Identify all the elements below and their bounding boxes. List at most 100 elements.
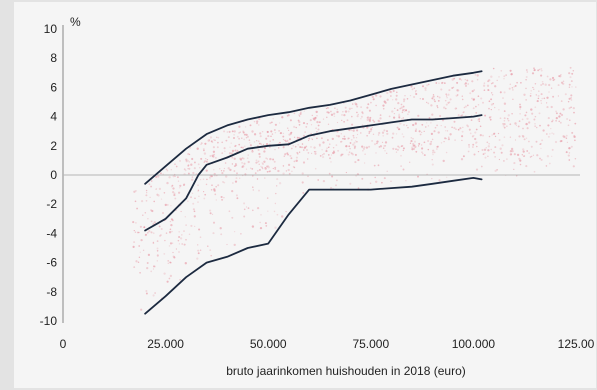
scatter-point	[159, 234, 162, 237]
scatter-point	[472, 143, 475, 146]
scatter-point	[233, 243, 236, 247]
scatter-point	[298, 136, 301, 140]
scatter-point	[572, 106, 575, 110]
scatter-point	[302, 134, 306, 138]
scatter-point	[503, 91, 506, 94]
scatter-point	[371, 95, 374, 99]
scatter-point	[494, 85, 497, 88]
scatter-point	[516, 153, 520, 157]
y-axis-label: %	[70, 15, 81, 29]
scatter-point	[445, 130, 447, 132]
scatter-point	[431, 163, 434, 166]
scatter-point	[222, 181, 224, 183]
scatter-point	[302, 122, 306, 125]
x-tick-label: 25.000	[147, 337, 184, 351]
scatter-point	[239, 158, 243, 161]
scatter-point	[150, 180, 153, 182]
scatter-point	[266, 165, 269, 168]
scatter-point	[396, 91, 398, 94]
scatter-point	[491, 81, 494, 84]
scatter-point	[389, 90, 393, 94]
scatter-point	[553, 78, 556, 81]
scatter-point	[418, 142, 421, 145]
scatter-point	[446, 130, 449, 132]
scatter-point	[444, 126, 447, 128]
scatter-point	[316, 115, 318, 117]
scatter-point	[368, 145, 371, 148]
scatter-point	[253, 133, 257, 136]
scatter-point	[506, 125, 508, 127]
scatter-point	[525, 76, 528, 78]
scatter-point	[557, 84, 560, 87]
scatter-point	[364, 153, 366, 155]
scatter-point	[217, 136, 220, 139]
scatter-point	[354, 140, 357, 142]
scatter-point	[528, 121, 531, 124]
scatter-point	[257, 148, 260, 152]
scatter-point	[132, 221, 135, 224]
scatter-point	[490, 98, 493, 101]
scatter-point	[295, 156, 298, 159]
scatter-point	[273, 129, 276, 131]
scatter-point	[233, 134, 235, 136]
scatter-point	[133, 229, 135, 232]
scatter-point	[487, 155, 489, 157]
scatter-point	[488, 79, 491, 82]
scatter-point	[532, 154, 535, 156]
scatter-point	[465, 84, 467, 87]
scatter-point	[392, 89, 395, 93]
scatter-point	[492, 102, 495, 105]
scatter-point	[478, 118, 481, 120]
scatter-point	[264, 177, 266, 179]
scatter-point	[388, 115, 391, 118]
scatter-point	[170, 169, 172, 171]
scatter-point	[213, 153, 215, 156]
scatter-point	[230, 142, 232, 144]
scatter-point	[464, 82, 468, 85]
scatter-point	[523, 138, 526, 141]
scatter-point	[205, 183, 208, 186]
scatter-point	[535, 126, 538, 129]
scatter-point	[211, 184, 213, 187]
scatter-point	[462, 111, 464, 114]
scatter-point	[447, 138, 450, 141]
scatter-point	[156, 260, 158, 262]
scatter-point	[336, 121, 339, 124]
scatter-point	[192, 202, 195, 205]
scatter-point	[569, 66, 572, 69]
scatter-point	[224, 162, 227, 164]
scatter-point	[272, 117, 274, 120]
scatter-point	[332, 146, 335, 149]
scatter-point	[332, 151, 335, 155]
scatter-point	[242, 157, 245, 160]
scatter-point	[565, 137, 568, 139]
scatter-point	[475, 112, 478, 114]
scatter-point	[296, 151, 299, 154]
scatter-point	[138, 256, 141, 258]
scatter-point	[208, 139, 211, 141]
scatter-point	[348, 137, 350, 139]
scatter-point	[370, 130, 372, 132]
y-tick-label: -10	[40, 314, 58, 328]
scatter-point	[530, 155, 533, 158]
scatter-point	[315, 110, 318, 114]
scatter-point	[269, 170, 272, 173]
scatter-point	[328, 172, 331, 175]
scatter-point	[352, 103, 354, 105]
scatter-point	[368, 132, 370, 135]
scatter-point	[366, 116, 370, 119]
scatter-point	[233, 230, 236, 233]
scatter-point	[547, 117, 550, 120]
scatter-point	[256, 140, 258, 142]
scatter-point	[277, 147, 280, 149]
x-tick-label: 75.000	[352, 337, 389, 351]
scatter-point	[467, 83, 470, 85]
scatter-point	[313, 118, 316, 121]
scatter-point	[488, 116, 491, 119]
scatter-point	[330, 161, 332, 163]
scatter-point	[247, 154, 249, 156]
scatter-point	[166, 204, 169, 206]
scatter-point	[178, 251, 180, 253]
y-tick-label: 4	[50, 110, 57, 124]
scatter-point	[252, 186, 254, 188]
